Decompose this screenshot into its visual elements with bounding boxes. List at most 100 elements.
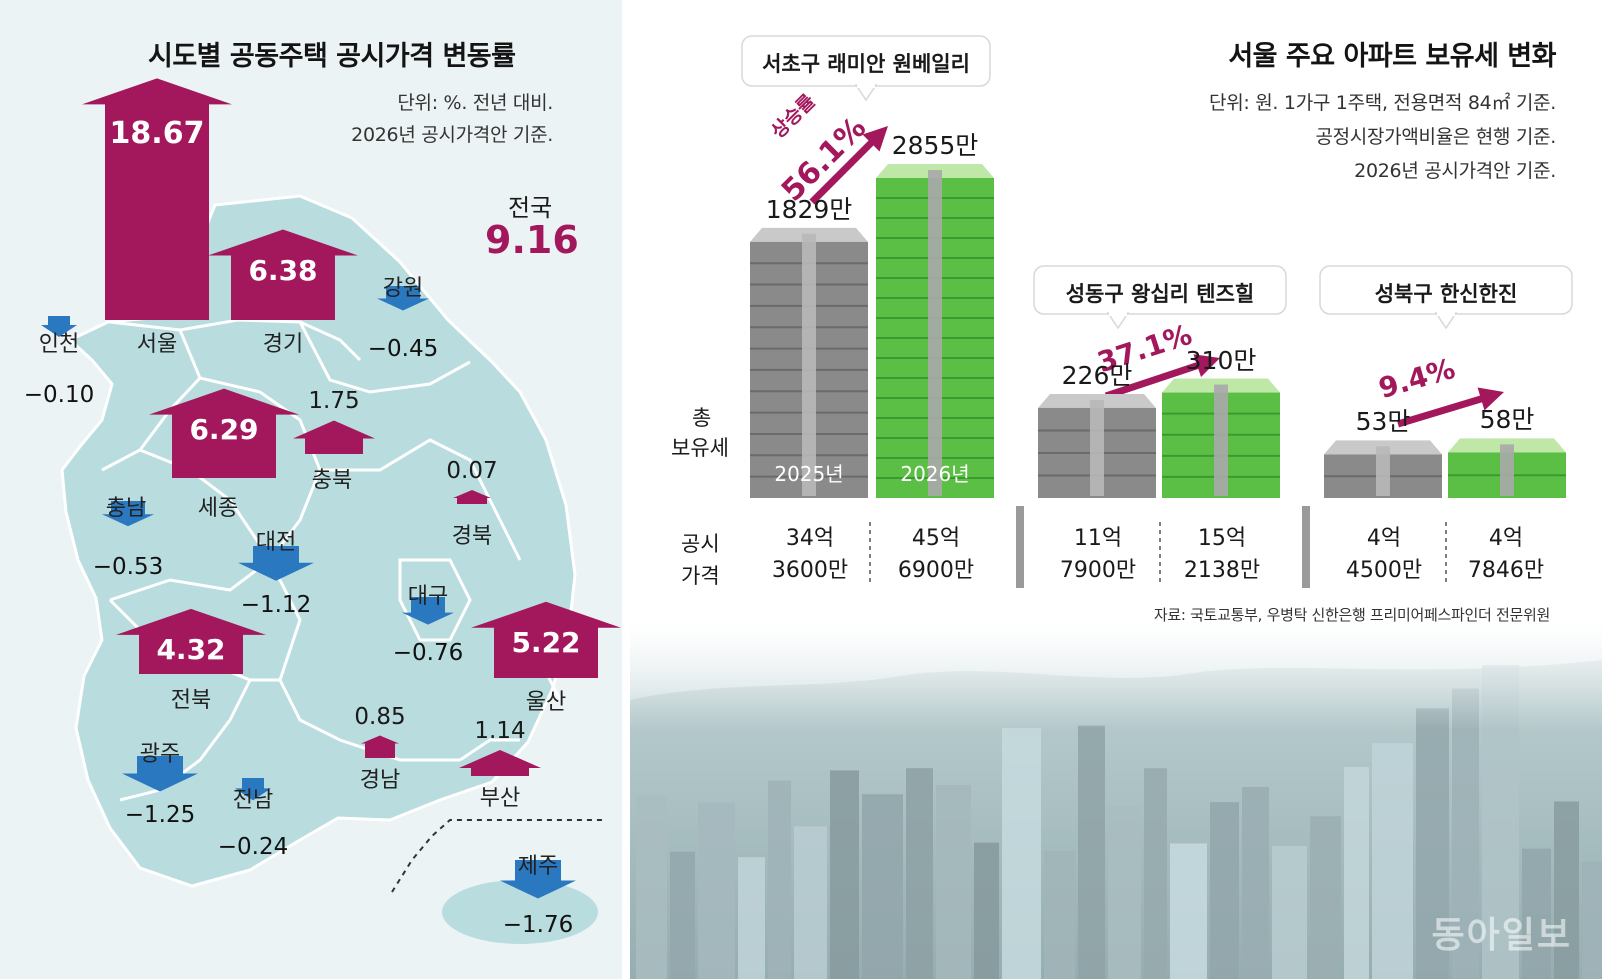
region-border (320, 438, 522, 561)
city-building (1372, 743, 1413, 979)
tax-stack-1-0 (1038, 393, 1156, 498)
value-label-충북: 1.75 (308, 388, 360, 415)
arrow-down-전남 (235, 778, 271, 801)
region-name-서울: 서울 (136, 332, 178, 357)
region-name-충남: 충남 (105, 496, 147, 521)
right-note-1: 단위: 원. 1가구 1주택, 전용면적 84㎡ 기준. (1209, 92, 1556, 114)
arrow-up-부산 (459, 749, 541, 776)
city-building (1452, 688, 1479, 979)
value-label-경남: 0.85 (354, 703, 406, 730)
city-building (1144, 768, 1167, 979)
left-unit-note: 단위: %. 전년 대비. (397, 92, 553, 114)
region-name-울산: 울산 (525, 690, 567, 715)
region-name-경기: 경기 (262, 332, 304, 357)
city-building (1272, 845, 1307, 979)
growth-arrow-shaft (1396, 393, 1490, 428)
value-label-광주: −1.25 (124, 802, 196, 828)
column-divider (1016, 506, 1024, 588)
right-note-3: 2026년 공시가격안 기준. (1354, 160, 1556, 182)
city-building (830, 770, 859, 979)
city-building (670, 851, 695, 979)
region-name-전북: 전북 (170, 688, 212, 713)
arrow-down-대구 (402, 597, 454, 625)
price-label-1-2-1: 4억 (1488, 526, 1524, 551)
region-name-경남: 경남 (359, 768, 401, 793)
jeju-island (442, 880, 598, 944)
region-name-광주: 광주 (139, 742, 181, 767)
value-label-대전: −1.12 (240, 592, 312, 618)
complex-name-2: 성북구 한신한진 (1374, 282, 1518, 306)
value-label-전북: 4.32 (156, 632, 226, 666)
panel-divider (622, 0, 630, 979)
stack-band (1090, 399, 1104, 496)
tax-label-2-1: 58만 (1479, 405, 1535, 435)
value-label-충남: −0.53 (92, 554, 164, 580)
city-building (906, 768, 933, 979)
region-border (398, 558, 472, 642)
price-label-1-0-0: 34억 (785, 526, 835, 551)
arrow-up-경북 (453, 490, 491, 504)
callout-tail-mask (1109, 311, 1127, 316)
growth-arrow-shaft (1104, 359, 1206, 400)
tax-stack-2-0 (1324, 440, 1442, 498)
arrow-down-인천 (41, 316, 77, 337)
region-border (298, 321, 471, 394)
price-label-1-1-0: 11억 (1073, 526, 1123, 551)
value-label-강원: −0.45 (367, 336, 439, 362)
region-border (268, 559, 460, 762)
tax-stack-0-1 (876, 164, 994, 498)
city-building (1170, 843, 1207, 979)
city-building (1554, 801, 1579, 979)
arrow-down-광주 (122, 756, 198, 792)
region-border (459, 738, 520, 762)
row-label-price-1: 공시 (681, 532, 720, 556)
price-label-1-2-0: 4억 (1366, 526, 1402, 551)
complex-name-1: 성동구 왕십리 텐즈힐 (1065, 282, 1255, 306)
tax-stack-2-1 (1448, 438, 1566, 498)
stack-year-0-0: 2025년 (774, 462, 844, 486)
city-building (768, 780, 791, 979)
city-building (1108, 806, 1141, 979)
price-label-2-2-1: 7846만 (1467, 558, 1545, 583)
complex-name-0: 서초구 래미안 원베일리 (762, 52, 970, 76)
city-building (936, 784, 971, 979)
arrow-up-서울 (82, 78, 232, 320)
stack-year-0-1: 2026년 (900, 462, 970, 486)
row-label-tax-1: 총 (692, 406, 712, 430)
arrow-up-세종 (149, 388, 299, 478)
growth-arrow-head (1477, 387, 1504, 411)
price-label-2-1-1: 2138만 (1183, 558, 1261, 583)
region-name-경북: 경북 (451, 524, 493, 549)
arrow-up-충북 (293, 420, 375, 454)
arrow-up-울산 (471, 601, 621, 678)
watermark: 동아일보 (1431, 915, 1572, 956)
arrow-down-제주 (500, 860, 576, 899)
region-border (109, 318, 362, 362)
arrow-down-대전 (238, 546, 314, 581)
region-name-대구: 대구 (407, 584, 449, 609)
value-label-세종: 6.29 (189, 412, 259, 446)
value-label-인천: −0.10 (23, 382, 95, 408)
region-name-제주: 제주 (517, 854, 559, 879)
region-name-전남: 전남 (232, 788, 274, 813)
region-name-충북: 충북 (311, 468, 353, 493)
stack-band (928, 170, 942, 496)
city-building (1310, 816, 1341, 979)
growth-arrow-head (1193, 354, 1220, 377)
city-building (974, 842, 999, 979)
city-building (862, 794, 903, 979)
value-label-경기: 6.38 (248, 253, 318, 287)
stack-band (1376, 446, 1390, 496)
arrow-up-경남 (361, 735, 399, 758)
column-divider (1302, 506, 1310, 588)
price-label-2-1-0: 7900만 (1059, 558, 1137, 583)
tax-label-1-1: 310만 (1185, 345, 1257, 375)
city-building (1002, 728, 1041, 979)
region-name-대전: 대전 (255, 530, 297, 555)
value-label-서울: 18.67 (109, 116, 205, 152)
value-label-부산: 1.14 (474, 717, 526, 744)
tax-label-0-0: 1829만 (765, 194, 853, 224)
callout-box (1033, 265, 1287, 315)
price-label-2-2-0: 4500만 (1345, 558, 1423, 583)
city-building (1078, 725, 1105, 979)
